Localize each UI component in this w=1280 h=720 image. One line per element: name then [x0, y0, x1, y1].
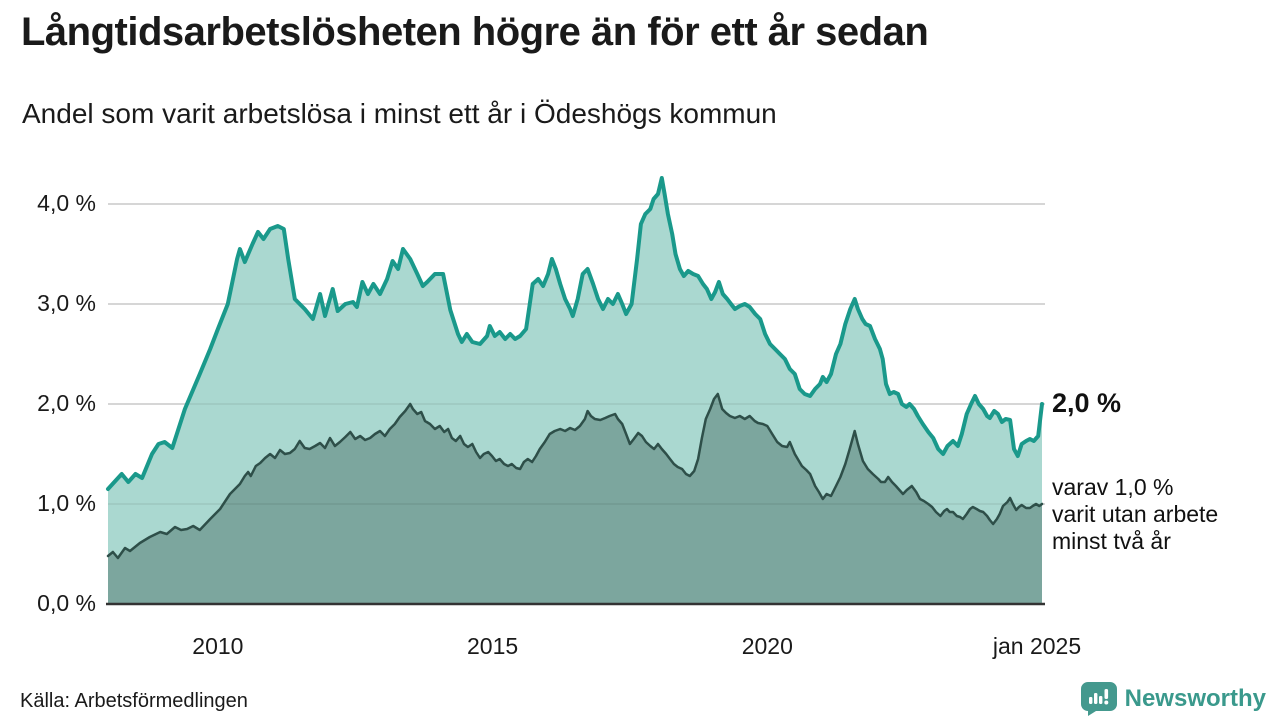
- newsworthy-logo-text: Newsworthy: [1124, 685, 1266, 712]
- x-tick-label: 2015: [466, 633, 519, 659]
- source-caption: Källa: Arbetsförmedlingen: [20, 690, 248, 712]
- latest-value-annotation: 2,0 %: [1052, 388, 1122, 418]
- chart-subtitle: Andel som varit arbetslösa i minst ett å…: [22, 98, 777, 129]
- series-area: [108, 394, 1042, 604]
- y-tick-label: 2,0 %: [37, 390, 96, 416]
- annotation-line: varit utan arbete: [1052, 501, 1219, 527]
- annotation-line: minst två år: [1052, 528, 1171, 554]
- newsworthy-logo: Newsworthy: [1080, 682, 1266, 716]
- chart-title: Långtidsarbetslösheten högre än för ett …: [21, 10, 929, 54]
- y-tick-label: 4,0 %: [37, 190, 96, 216]
- series-line: [106, 392, 1044, 560]
- x-tick-label: 2020: [741, 633, 793, 659]
- y-tick-label: 1,0 %: [37, 490, 96, 516]
- secondary-value-annotation: varav 1,0 % varit utan arbete minst två …: [1052, 474, 1218, 555]
- annotation-line: varav 1,0 %: [1052, 474, 1174, 500]
- newsworthy-logo-icon: [1080, 682, 1117, 716]
- x-tick-label: 2010: [192, 633, 244, 659]
- y-tick-label: 3,0 %: [37, 290, 96, 316]
- x-tick-label: jan 2025: [992, 633, 1082, 659]
- y-tick-label: 0,0 %: [37, 590, 96, 616]
- series-line: [106, 176, 1044, 491]
